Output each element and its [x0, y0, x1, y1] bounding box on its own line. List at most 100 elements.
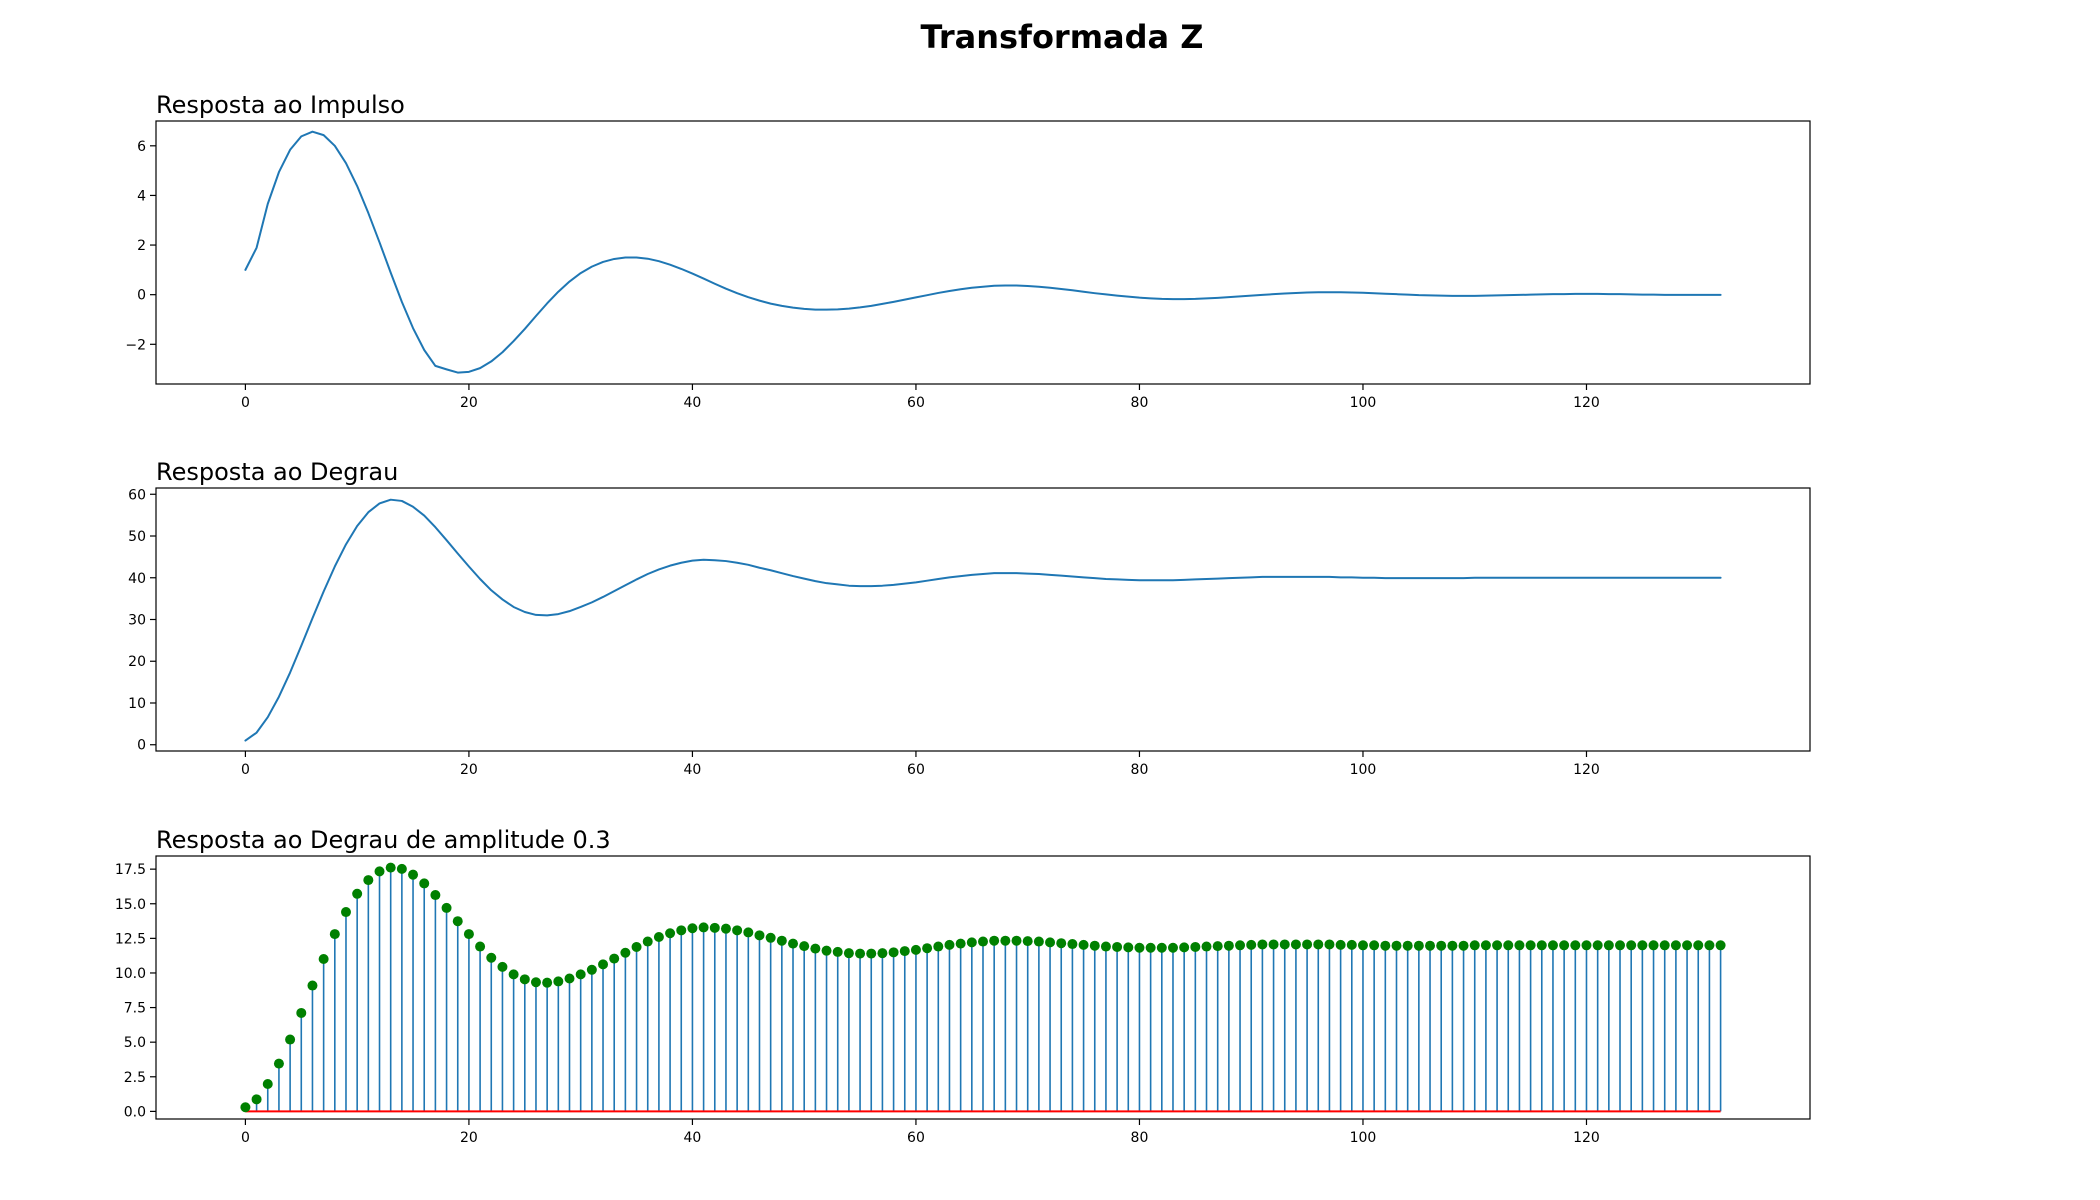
stem-marker — [1268, 939, 1279, 950]
stem-marker — [665, 928, 676, 939]
series-line — [244, 130, 1722, 374]
y-tick-label: 6 — [137, 139, 146, 155]
stem-marker — [598, 959, 609, 970]
stem-marker — [810, 943, 821, 954]
stem-marker — [408, 869, 419, 880]
x-tick-label: 100 — [1350, 762, 1377, 778]
axes-step-response-amplitude: Resposta ao Degrau de amplitude 0.3 0 20 4… — [115, 826, 1811, 1146]
stem-marker — [1458, 940, 1469, 951]
stem-marker — [374, 866, 385, 877]
y-tick-label: 40 — [128, 571, 146, 587]
stem-marker — [1190, 941, 1201, 952]
stem-marker — [1648, 940, 1659, 951]
stem-marker — [586, 964, 597, 975]
stem-marker — [251, 1094, 262, 1105]
stem-marker — [1235, 940, 1246, 951]
stem-marker — [307, 980, 318, 991]
stem-marker — [296, 1007, 307, 1018]
stem-marker — [1391, 940, 1402, 951]
stem-marker — [419, 878, 430, 889]
stem-marker — [564, 973, 575, 984]
stem-marker — [609, 953, 620, 964]
stem-marker — [1715, 940, 1726, 951]
stem-marker — [1123, 942, 1134, 953]
stem-marker — [1335, 939, 1346, 950]
stem-marker — [631, 941, 642, 952]
stem-marker — [1659, 940, 1670, 951]
x-tick-label: 20 — [460, 1130, 478, 1146]
stem-marker — [989, 935, 1000, 946]
stem-marker — [475, 941, 486, 952]
stem-marker — [1503, 940, 1514, 951]
stem-marker — [530, 977, 541, 988]
y-tick-label: 10.0 — [115, 966, 146, 982]
stem-marker — [1212, 941, 1223, 952]
x-tick-label: 80 — [1131, 762, 1149, 778]
x-tick-label: 0 — [241, 762, 250, 778]
x-tick-label: 40 — [684, 762, 702, 778]
stem-marker — [1179, 942, 1190, 953]
y-tick-label: 4 — [137, 188, 146, 204]
stem-marker — [899, 946, 910, 957]
axes-frame — [155, 855, 1811, 1120]
axes-step-response: Resposta ao Degrau 0 20 40 60 80 100 120 0 10 20 3… — [128, 458, 1811, 778]
plot-area — [244, 498, 1722, 742]
stem-marker — [1559, 940, 1570, 951]
stem-marker — [1067, 939, 1078, 950]
stem-marker — [888, 947, 899, 958]
stem-marker — [1089, 940, 1100, 951]
y-tick-label: 0.0 — [124, 1104, 146, 1120]
x-tick-label: 120 — [1573, 395, 1600, 411]
stem-marker — [396, 863, 407, 874]
stem-marker — [1514, 940, 1525, 951]
stem-marker — [910, 944, 921, 955]
stem-marker — [1100, 941, 1111, 952]
stem-marker — [1357, 940, 1368, 951]
stem-marker — [966, 937, 977, 948]
stem-marker — [1257, 939, 1268, 950]
stem-marker — [843, 948, 854, 959]
stem-marker — [1033, 936, 1044, 947]
figure-title: Transformada Z — [921, 18, 1204, 56]
x-tick-label: 0 — [241, 395, 250, 411]
stem-marker — [1369, 940, 1380, 951]
axes-impulse-response: Resposta ao Impulso 0 20 40 60 80 100 120 −2 0 2 4… — [125, 91, 1811, 411]
stem-marker — [1201, 941, 1212, 952]
stem-marker — [743, 927, 754, 938]
axis-ticks: 0 20 40 60 80 100 120 0.0 2.5 5.0 7.5 10.0 12.5 15.0 1… — [115, 862, 1600, 1146]
x-tick-label: 80 — [1131, 1130, 1149, 1146]
stem-marker — [1313, 939, 1324, 950]
stem-marker — [1603, 940, 1614, 951]
stem-marker — [1056, 938, 1067, 949]
stem-marker — [352, 888, 363, 899]
x-tick-label: 120 — [1573, 1130, 1600, 1146]
stem-marker — [799, 941, 810, 952]
axes-frame — [155, 487, 1811, 752]
stem-marker — [318, 953, 329, 964]
stem-marker — [922, 943, 933, 954]
plot-area — [240, 862, 1726, 1113]
stem-marker — [1704, 940, 1715, 951]
axes-frame — [155, 120, 1811, 385]
stem-marker — [1380, 940, 1391, 951]
stem-marker — [1167, 942, 1178, 953]
stem-marker — [1346, 939, 1357, 950]
stem-marker — [642, 936, 653, 947]
stem-marker — [1469, 940, 1480, 951]
stem-marker — [508, 969, 519, 980]
stem-marker — [754, 930, 765, 941]
y-tick-label: 50 — [128, 529, 146, 545]
stem-marker — [1480, 940, 1491, 951]
stem-marker — [452, 916, 463, 927]
stem-marker — [575, 969, 586, 980]
stem-marker — [1670, 940, 1681, 951]
stem-marker — [709, 922, 720, 933]
stem-marker — [877, 948, 888, 959]
stem-marker — [1000, 935, 1011, 946]
stem-marker — [1223, 940, 1234, 951]
stem-marker — [329, 929, 340, 940]
x-tick-label: 100 — [1350, 1130, 1377, 1146]
stem-marker — [732, 925, 743, 936]
y-tick-label: 17.5 — [115, 862, 146, 878]
